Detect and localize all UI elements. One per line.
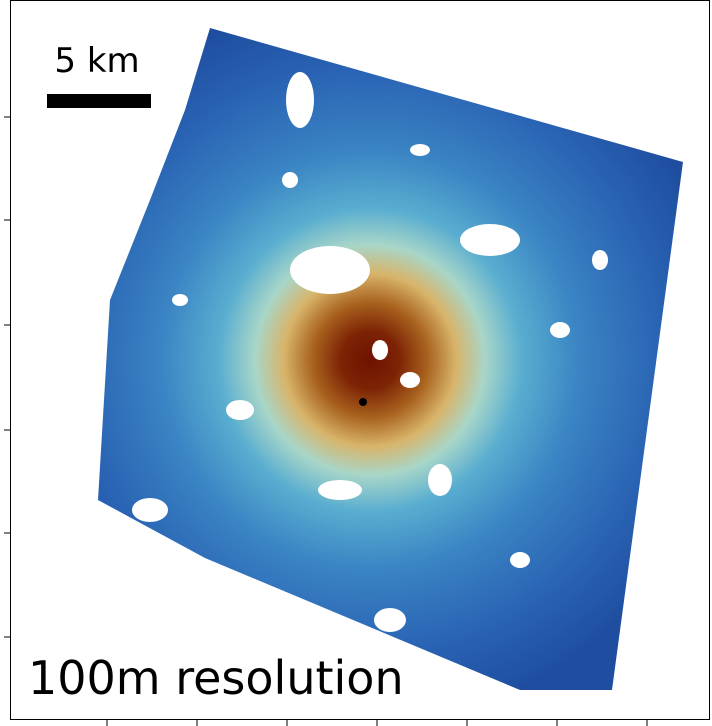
page: 5 km 100m resolution (() => { const data… (0, 0, 712, 726)
map: 5 km 100m resolution (0, 0, 712, 726)
scale-bar-label: 5 km (54, 41, 139, 81)
vent-marker (359, 398, 367, 406)
scale-bar (47, 94, 151, 108)
caption: 100m resolution (28, 651, 404, 705)
raster-image (98, 28, 683, 690)
